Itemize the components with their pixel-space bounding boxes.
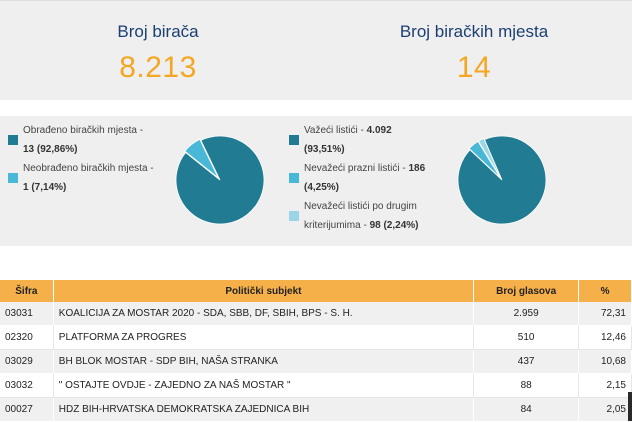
legend-text: Nevažeći prazni listići - [304, 163, 406, 174]
legend-item-processed: Obrađeno biračkih mjesta - 13 (92,86%) [8, 121, 168, 159]
cell-percent: 2,05 [578, 397, 632, 422]
legend-item-invalid-blank: Nevažeći prazni listići - 186 (4,25%) [289, 159, 449, 197]
legend-text: Obrađeno biračkih mjesta - [23, 125, 144, 136]
pie-slice [175, 135, 265, 225]
legend-item-unprocessed: Neobrađeno biračkih mjesta - 1 (7,14%) [8, 159, 168, 197]
cell-code: 03031 [0, 302, 54, 326]
legend-text: kriterijumima - [304, 220, 367, 231]
legend-item-invalid-other: Nevažeći listići po drugim kriterijumima… [289, 197, 449, 235]
pie-slice [468, 140, 501, 178]
cell-code: 03032 [0, 373, 54, 398]
voters-label: Broj birača [117, 22, 199, 41]
table-row[interactable]: 03029 BH BLOK MOSTAR - SDP BIH, NAŠA STR… [0, 349, 632, 374]
legend-value: 4.092 [366, 125, 392, 136]
charts-panel: Obrađeno biračkih mjesta - 13 (92,86%) N… [0, 116, 632, 246]
legend-swatch [289, 173, 299, 183]
cell-votes: 88 [473, 373, 580, 398]
voters-value: 8.213 [119, 51, 197, 84]
cell-percent: 2,15 [578, 373, 632, 398]
cell-code: 03029 [0, 349, 54, 374]
legend-value: 13 (92,86%) [23, 144, 78, 155]
legend-text: Neobrađeno biračkih mjesta - [23, 163, 154, 174]
cell-subject: KOALICIJA ZA MOSTAR 2020 - SDA, SBB, DF,… [53, 302, 475, 326]
cell-subject: " OSTAJTE OVDJE - ZAJEDNO ZA NAŠ MOSTAR … [53, 373, 475, 398]
voters-stat: Broj birača 8.213 [0, 1, 316, 85]
col-header-subject[interactable]: Politički subjekt [53, 280, 475, 302]
cell-subject: PLATFORMA ZA PROGRES [53, 325, 475, 350]
cell-percent: 72,31 [578, 302, 632, 326]
scrollbar-edge[interactable] [628, 392, 632, 421]
ballots-pie-chart [457, 135, 547, 225]
cell-percent: 10,68 [578, 349, 632, 374]
col-header-code[interactable]: Šifra [0, 280, 54, 302]
polling-stations-label: Broj biračkih mjesta [399, 22, 549, 41]
table-row[interactable]: 03032 " OSTAJTE OVDJE - ZAJEDNO ZA NAŠ M… [0, 373, 632, 398]
legend-text: Važeći listići - [304, 125, 364, 136]
polling-stations-value: 14 [456, 51, 492, 84]
cell-subject: HDZ BIH-HRVATSKA DEMOKRATSKA ZAJEDNICA B… [53, 397, 475, 422]
legend-text: Nevažeći listići po drugim [304, 201, 417, 212]
ballots-legend: Važeći listići - 4.092 (93,51%) Nevažeći… [289, 121, 449, 235]
pie-slice [457, 135, 547, 225]
cell-votes: 437 [473, 349, 580, 374]
cell-votes: 510 [473, 325, 580, 350]
cell-votes: 84 [473, 397, 580, 422]
table-row[interactable]: 03031 KOALICIJA ZA MOSTAR 2020 - SDA, SB… [0, 302, 632, 326]
stats-panel: Broj birača 8.213 Broj biračkih mjesta 1… [0, 0, 632, 101]
stations-pie-chart [175, 135, 265, 225]
legend-swatch [8, 135, 18, 145]
legend-swatch [289, 211, 299, 221]
stations-legend: Obrađeno biračkih mjesta - 13 (92,86%) N… [8, 121, 168, 197]
pie-slice [477, 137, 501, 178]
col-header-percent[interactable]: % [578, 280, 632, 302]
cell-subject: BH BLOK MOSTAR - SDP BIH, NAŠA STRANKA [53, 349, 475, 374]
legend-value: (4,25%) [304, 182, 340, 193]
legend-value: 1 (7,14%) [23, 182, 67, 193]
table-header-row: Šifra Politički subjekt Broj glasova % [0, 280, 632, 302]
legend-item-valid: Važeći listići - 4.092 (93,51%) [289, 121, 449, 159]
legend-swatch [289, 135, 299, 145]
cell-votes: 2.959 [473, 302, 580, 326]
col-header-votes[interactable]: Broj glasova [473, 280, 580, 302]
table-row[interactable]: 00027 HDZ BIH-HRVATSKA DEMOKRATSKA ZAJED… [0, 397, 632, 422]
legend-value: 98 (2,24%) [369, 220, 419, 231]
cell-percent: 12,46 [578, 325, 632, 350]
polling-stations-stat: Broj biračkih mjesta 14 [316, 1, 632, 85]
pie-slice [184, 138, 219, 178]
section-spacer [0, 246, 632, 280]
cell-code: 02320 [0, 325, 54, 350]
section-divider [0, 100, 632, 116]
legend-swatch [8, 173, 18, 183]
legend-value: (93,51%) [304, 144, 345, 155]
legend-value: 186 [408, 163, 426, 174]
cell-code: 00027 [0, 397, 54, 422]
results-table: Šifra Politički subjekt Broj glasova % 0… [0, 280, 632, 422]
table-row[interactable]: 02320 PLATFORMA ZA PROGRES 510 12,46 [0, 325, 632, 350]
